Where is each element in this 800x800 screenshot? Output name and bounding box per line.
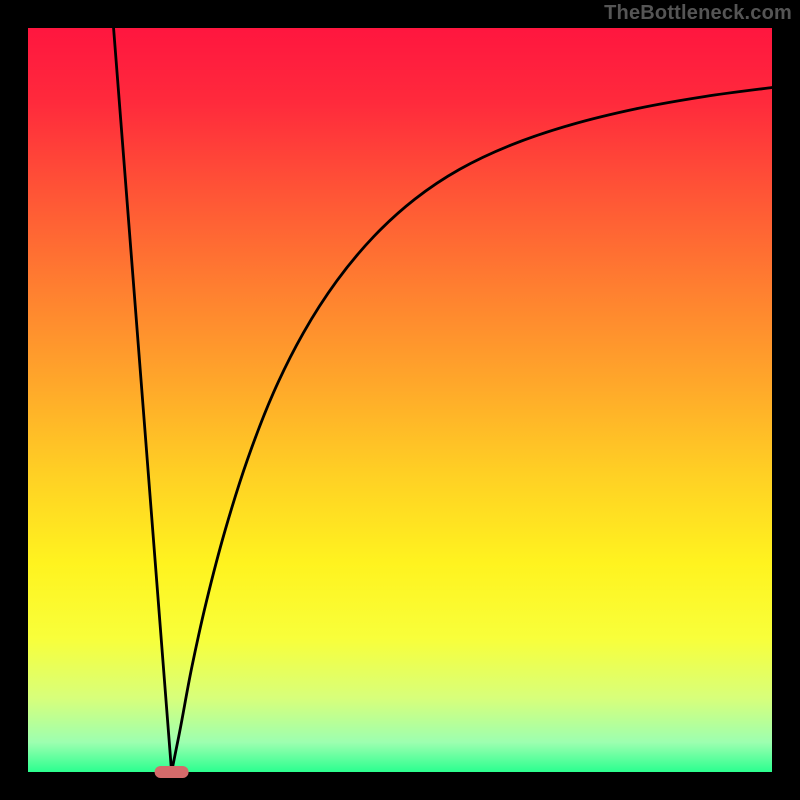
optimum-marker — [155, 766, 189, 778]
watermark-text: TheBottleneck.com — [604, 2, 792, 25]
bottleneck-chart — [0, 0, 800, 800]
plot-gradient-background — [28, 28, 772, 772]
